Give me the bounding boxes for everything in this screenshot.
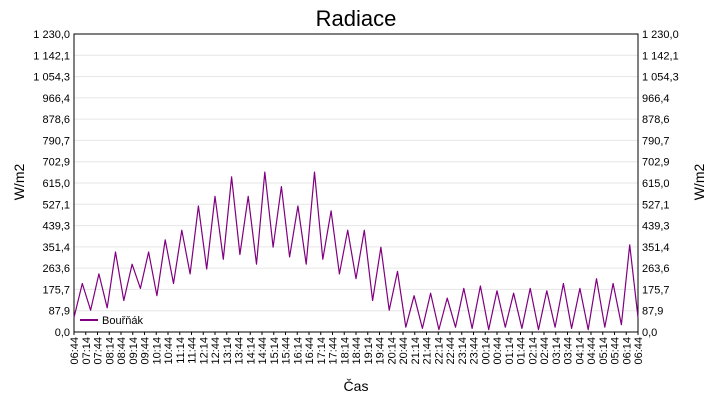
- y-tick-label-right: 1 230,0: [642, 29, 679, 41]
- x-tick-label: 12:14: [198, 337, 210, 365]
- y-tick-label-right: 0,0: [642, 327, 657, 339]
- x-tick-label: 13:44: [234, 337, 246, 365]
- legend-entry: Bouřňák: [102, 315, 143, 327]
- y-axis-label-right: W/m2: [691, 164, 707, 201]
- y-tick-labels-left: 0,0 87,9 175,7 263,6 351,4 439,3 527,1 615,0 702…: [33, 29, 70, 339]
- x-tick-label: 15:14: [269, 337, 281, 365]
- x-tick-label: 15:44: [281, 337, 293, 365]
- y-tick-label-left: 263,6: [42, 263, 70, 275]
- x-tick-label: 17:14: [316, 337, 328, 365]
- series-layer: [73, 171, 639, 331]
- x-tick-label: 08:44: [116, 337, 128, 365]
- y-tick-label-left: 175,7: [42, 284, 70, 296]
- y-tick-label-left: 878,6: [42, 114, 70, 126]
- x-tick-label: 21:44: [422, 337, 434, 365]
- y-tick-label-right: 790,7: [642, 135, 670, 147]
- y-tick-label-right: 878,6: [642, 114, 670, 126]
- y-tick-label-left: 0,0: [55, 327, 70, 339]
- x-tick-label: 04:14: [574, 337, 586, 365]
- x-tick-label: 04:44: [586, 337, 598, 365]
- x-tick-label: 18:44: [351, 337, 363, 365]
- x-tick-label: 00:44: [492, 337, 504, 365]
- x-tick-label: 00:14: [480, 337, 492, 365]
- y-tick-label-left: 351,4: [42, 242, 70, 254]
- x-tick-label: 11:44: [187, 337, 199, 364]
- x-tick-label: 20:44: [398, 337, 410, 365]
- x-tick-label: 16:44: [304, 337, 316, 365]
- x-tick-label: 03:14: [551, 337, 563, 365]
- y-tick-label-left: 615,0: [42, 178, 70, 190]
- x-tick-label: 06:44: [633, 337, 645, 365]
- y-tick-label-right: 966,4: [642, 93, 670, 105]
- x-tick-label: 21:14: [410, 337, 422, 365]
- x-tick-label: 17:44: [328, 337, 340, 365]
- y-axis-label-left: W/m2: [11, 164, 27, 201]
- x-tick-label: 01:14: [504, 337, 516, 365]
- y-tick-label-left: 1 230,0: [33, 29, 70, 41]
- x-tick-label: 10:44: [163, 337, 175, 365]
- x-tick-label: 06:44: [69, 337, 81, 365]
- y-tick-labels-right: 0,0 87,9 175,7 263,6 351,4 439,3 527,1 615,0 702…: [642, 29, 679, 339]
- y-tick-label-right: 87,9: [642, 306, 663, 318]
- y-tick-label-right: 175,7: [642, 284, 670, 296]
- x-tick-label: 14:14: [245, 337, 257, 365]
- x-tick-label: 19:14: [363, 337, 375, 365]
- y-tick-label-left: 439,3: [42, 221, 70, 233]
- x-tick-label: 09:14: [128, 337, 140, 365]
- x-tick-label: 23:14: [457, 337, 469, 365]
- y-tick-label-right: 527,1: [642, 199, 670, 211]
- y-tick-label-right: 351,4: [642, 242, 670, 254]
- x-tick-label: 08:14: [104, 337, 116, 365]
- chart-title: Radiace: [316, 6, 397, 31]
- x-tick-label: 19:44: [375, 337, 387, 365]
- y-tick-label-right: 263,6: [642, 263, 670, 275]
- y-tick-label-left: 527,1: [42, 199, 70, 211]
- x-tick-label: 10:14: [151, 337, 163, 365]
- y-tick-label-left: 1 142,1: [33, 50, 70, 62]
- x-tick-label: 16:14: [292, 337, 304, 365]
- x-tick-label: 06:14: [621, 337, 633, 365]
- y-tick-label-left: 702,9: [42, 157, 70, 169]
- y-tick-label-left: 87,9: [49, 306, 70, 318]
- x-tick-label: 22:14: [433, 337, 445, 365]
- y-tick-label-left: 1 054,3: [33, 72, 70, 84]
- grid-lines: [74, 33, 638, 333]
- x-tick-label: 03:44: [563, 337, 575, 365]
- x-tick-label: 05:44: [610, 337, 622, 365]
- x-tick-label: 12:44: [210, 337, 222, 365]
- x-tick-label: 07:44: [93, 337, 105, 365]
- y-tick-label-right: 615,0: [642, 178, 670, 190]
- x-tick-label: 22:44: [445, 337, 457, 365]
- y-tick-label-right: 702,9: [642, 157, 670, 169]
- series-line: [73, 171, 639, 331]
- x-tick-label: 11:14: [175, 337, 187, 364]
- x-tick-label: 09:44: [140, 337, 152, 365]
- y-tick-label-right: 439,3: [642, 221, 670, 233]
- x-tick-label: 13:14: [222, 337, 234, 365]
- y-tick-label-left: 790,7: [42, 135, 70, 147]
- y-tick-label-left: 966,4: [42, 93, 70, 105]
- x-tick-label: 02:14: [527, 337, 539, 365]
- x-tick-label: 01:44: [516, 337, 528, 365]
- x-tick-label: 23:44: [469, 337, 481, 365]
- x-axis-label: Čas: [344, 378, 369, 394]
- y-tick-label-right: 1 142,1: [642, 50, 679, 62]
- x-tick-label: 07:14: [81, 337, 93, 365]
- x-tick-label: 14:44: [257, 337, 269, 365]
- x-tick-label: 18:14: [339, 337, 351, 365]
- x-tick-label: 02:44: [539, 337, 551, 365]
- x-tick-labels: 06:44 07:14 07:44 08:14 08:44 09:14 09:44 10:14…: [69, 332, 645, 365]
- y-tick-label-right: 1 054,3: [642, 72, 679, 84]
- x-tick-label: 05:14: [598, 337, 610, 365]
- x-tick-label: 20:14: [386, 337, 398, 365]
